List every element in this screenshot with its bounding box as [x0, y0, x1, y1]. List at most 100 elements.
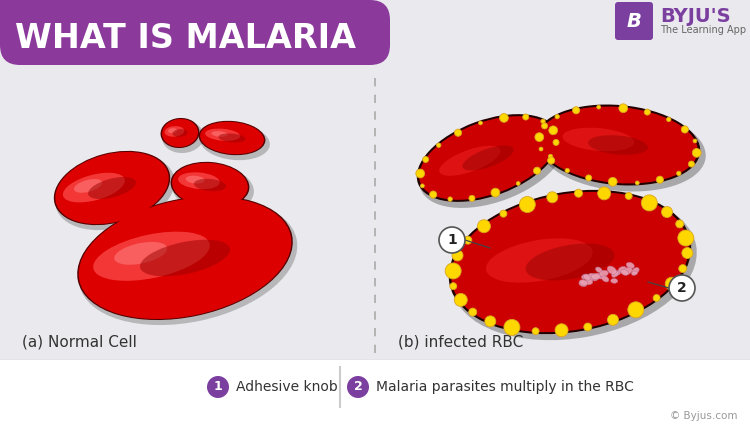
Text: Malaria parasites multiply in the RBC: Malaria parasites multiply in the RBC — [376, 380, 634, 394]
Circle shape — [608, 177, 617, 186]
Circle shape — [679, 265, 687, 272]
Ellipse shape — [591, 273, 600, 280]
Ellipse shape — [56, 154, 175, 230]
FancyBboxPatch shape — [615, 2, 653, 40]
Text: © Byjus.com: © Byjus.com — [670, 411, 738, 421]
Ellipse shape — [178, 172, 220, 189]
FancyBboxPatch shape — [0, 0, 370, 40]
Ellipse shape — [452, 194, 697, 340]
Circle shape — [454, 293, 467, 306]
Circle shape — [207, 376, 229, 398]
Circle shape — [548, 154, 553, 159]
Ellipse shape — [77, 196, 292, 320]
Ellipse shape — [79, 199, 297, 325]
Ellipse shape — [417, 114, 560, 202]
Circle shape — [491, 188, 500, 197]
Ellipse shape — [199, 121, 266, 155]
Circle shape — [635, 181, 639, 185]
Ellipse shape — [452, 192, 688, 332]
Ellipse shape — [538, 107, 698, 184]
Circle shape — [450, 283, 457, 290]
Text: Adhesive knob: Adhesive knob — [236, 380, 338, 394]
Circle shape — [478, 220, 490, 233]
Ellipse shape — [54, 151, 170, 225]
Circle shape — [500, 113, 508, 122]
Ellipse shape — [538, 108, 706, 192]
Ellipse shape — [164, 126, 184, 137]
Ellipse shape — [596, 267, 602, 273]
Text: 2: 2 — [354, 380, 362, 394]
Circle shape — [547, 192, 558, 203]
Text: B: B — [626, 11, 641, 31]
Ellipse shape — [93, 232, 210, 281]
Ellipse shape — [63, 173, 124, 202]
Circle shape — [586, 175, 592, 181]
Ellipse shape — [588, 135, 648, 155]
Ellipse shape — [562, 128, 634, 151]
Ellipse shape — [218, 133, 245, 142]
Circle shape — [644, 109, 650, 115]
Circle shape — [681, 126, 688, 133]
Ellipse shape — [632, 267, 639, 274]
Circle shape — [519, 196, 536, 212]
Circle shape — [516, 181, 520, 185]
Circle shape — [541, 119, 545, 124]
Circle shape — [539, 147, 543, 151]
Circle shape — [678, 230, 694, 246]
Circle shape — [555, 324, 568, 337]
Ellipse shape — [170, 162, 250, 208]
Text: (a) Normal Cell: (a) Normal Cell — [22, 334, 136, 349]
Circle shape — [572, 107, 580, 114]
Ellipse shape — [580, 280, 588, 286]
Circle shape — [478, 121, 482, 125]
Circle shape — [598, 187, 610, 200]
Circle shape — [692, 148, 701, 157]
Circle shape — [676, 171, 681, 176]
Ellipse shape — [585, 280, 592, 285]
Circle shape — [469, 196, 475, 201]
Ellipse shape — [140, 240, 230, 276]
Circle shape — [439, 227, 465, 253]
Ellipse shape — [440, 146, 500, 176]
Ellipse shape — [172, 165, 254, 213]
FancyBboxPatch shape — [0, 0, 390, 65]
Ellipse shape — [194, 179, 226, 191]
Text: WHAT IS MALARIA: WHAT IS MALARIA — [15, 22, 356, 54]
Ellipse shape — [419, 118, 565, 208]
Circle shape — [574, 189, 583, 197]
Ellipse shape — [56, 152, 169, 224]
Text: 1: 1 — [214, 380, 222, 394]
Circle shape — [533, 167, 541, 174]
Ellipse shape — [621, 269, 628, 275]
Circle shape — [535, 133, 544, 142]
Circle shape — [676, 220, 684, 228]
Ellipse shape — [211, 131, 227, 137]
Ellipse shape — [596, 273, 603, 279]
Ellipse shape — [611, 271, 619, 278]
Text: 2: 2 — [677, 281, 687, 295]
Ellipse shape — [602, 276, 609, 282]
Circle shape — [656, 176, 664, 183]
Circle shape — [532, 328, 539, 335]
Ellipse shape — [589, 274, 598, 281]
Circle shape — [422, 156, 429, 162]
Circle shape — [430, 191, 436, 198]
Ellipse shape — [463, 145, 514, 170]
Circle shape — [628, 302, 644, 318]
Ellipse shape — [608, 266, 616, 274]
Circle shape — [500, 210, 507, 217]
Ellipse shape — [172, 129, 188, 137]
Circle shape — [665, 277, 678, 290]
Circle shape — [597, 105, 601, 109]
Ellipse shape — [614, 271, 620, 275]
Ellipse shape — [584, 275, 591, 280]
Circle shape — [653, 295, 660, 301]
Ellipse shape — [88, 177, 136, 199]
Ellipse shape — [526, 244, 614, 280]
Ellipse shape — [586, 273, 595, 281]
Circle shape — [452, 250, 463, 261]
Circle shape — [669, 275, 695, 301]
Circle shape — [469, 308, 477, 316]
Text: BYJU'S: BYJU'S — [660, 6, 730, 26]
Circle shape — [454, 129, 462, 136]
